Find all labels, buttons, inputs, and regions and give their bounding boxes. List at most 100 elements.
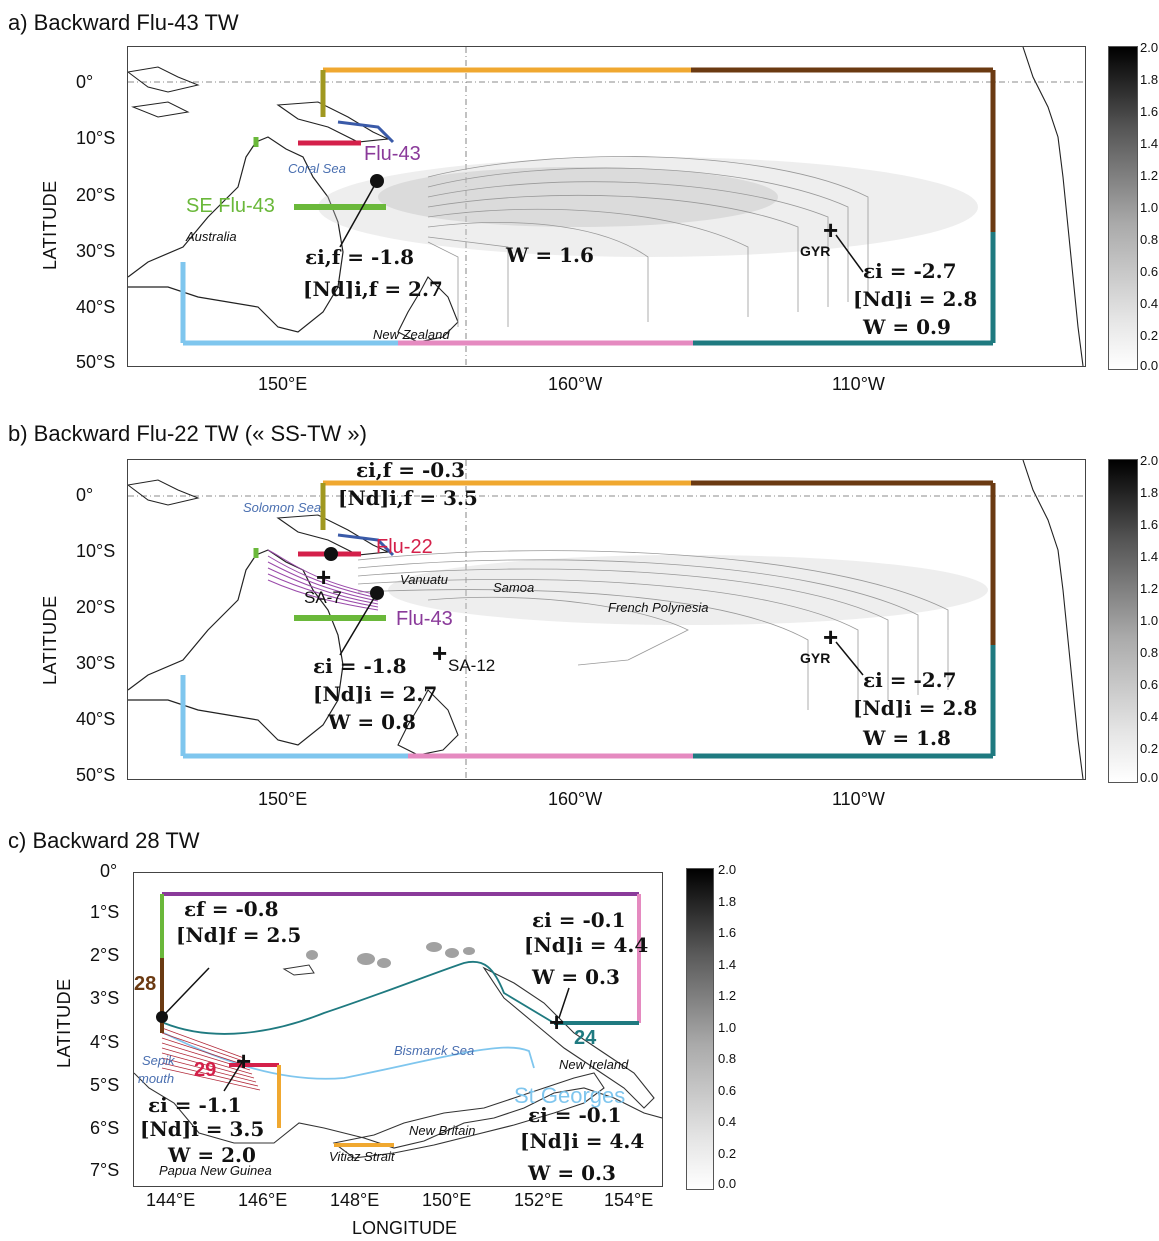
x-tick: 148°E <box>330 1190 380 1210</box>
panel-a-title: a) Backward Flu-43 TW <box>8 10 239 35</box>
colorbar-tick: 0.4 <box>1140 296 1159 311</box>
png-label: Papua New Guinea <box>159 1163 272 1178</box>
australia-label: Australia <box>186 229 237 244</box>
flu43-label: Flu-43 <box>364 143 421 165</box>
sa7-marker: + <box>316 562 332 592</box>
solomon-islands <box>337 533 395 557</box>
y-tick: 50°S <box>76 352 116 372</box>
y-tick: 50°S <box>76 765 116 785</box>
contours <box>427 156 869 327</box>
panel-a-ylabel: LATITUDE <box>40 180 60 270</box>
annotation-w-bl: W = 2.0 <box>168 1143 256 1167</box>
leader-line <box>223 1058 245 1092</box>
annotation-w-initial: W = 0.9 <box>863 315 951 339</box>
samoa-label: Samoa <box>493 580 535 595</box>
y-tick: 10°S <box>76 128 116 148</box>
annotation-eps-initial: εi = -2.7 <box>863 259 957 283</box>
colorbar-tick: 1.6 <box>1140 104 1159 119</box>
colorbar-tick: 0.0 <box>718 1176 737 1191</box>
colorbar-tick: 0.4 <box>1140 709 1159 724</box>
panel-c-title: c) Backward 28 TW <box>8 828 200 853</box>
panel-c-colorbar <box>686 868 714 1190</box>
annotation-nd-initial: [Nd]i = 2.8 <box>853 287 978 311</box>
annotation-eps-top: εi,f = -0.3 <box>356 459 466 482</box>
st-georges-label: St Georges <box>514 1083 626 1108</box>
colorbar-tick: 0.2 <box>718 1146 737 1161</box>
annotation-nd-br: [Nd]i = 4.4 <box>520 1129 645 1153</box>
y-tick: 1°S <box>90 902 120 922</box>
australia-coast <box>128 136 344 333</box>
colorbar-tick: 1.2 <box>718 988 737 1003</box>
red-trajectories <box>161 1027 261 1091</box>
x-tick: 160°W <box>548 789 603 809</box>
colorbar-tick: 0.2 <box>1140 328 1159 343</box>
colorbar-tick: 2.0 <box>718 862 737 877</box>
colorbar-tick: 1.6 <box>1140 517 1159 532</box>
sepik-label: Sepik <box>142 1053 175 1068</box>
gyr-marker: + <box>823 622 839 652</box>
panel-b-map-svg <box>128 460 1085 779</box>
y-tick: 3°S <box>90 988 120 1008</box>
x-tick: 154°E <box>604 1190 654 1210</box>
particle-cloud-core <box>378 167 778 227</box>
solomon-islands <box>337 120 395 144</box>
lightblue-contour <box>163 1032 535 1080</box>
y-tick: 30°S <box>76 241 116 261</box>
colorbar-tick: 0.8 <box>718 1051 737 1066</box>
particle-cloud <box>388 555 988 625</box>
new-guinea-coast <box>276 101 391 143</box>
contours <box>357 550 949 710</box>
vanuatu-label: Vanuatu <box>400 572 448 587</box>
panel-c-xlabel: LONGITUDE <box>352 1218 458 1238</box>
y-tick: 30°S <box>76 653 116 673</box>
annotation-eps-final: εf = -0.8 <box>184 897 279 921</box>
y-tick: 4°S <box>90 1032 120 1052</box>
y-tick: 40°S <box>76 709 116 729</box>
y-tick: 0° <box>100 861 118 881</box>
panel-b-map: Solomon Sea Vanuatu Samoa French Polynes… <box>127 459 1086 780</box>
panel-c-map: εf = -0.8 [Nd]f = 2.5 εi = -0.1 [Nd]i = … <box>133 872 663 1187</box>
annotation-eps-br: εi = -0.1 <box>528 1103 622 1127</box>
colorbar-tick: 0.6 <box>1140 677 1159 692</box>
leader-line <box>558 987 570 1019</box>
annotation-w-left: W = 0.8 <box>328 710 416 734</box>
annotation-w-tr: W = 0.3 <box>532 965 620 989</box>
island <box>282 964 315 976</box>
panel-a-map: Coral Sea Australia New Zealand Flu-43 S… <box>127 46 1086 367</box>
panel-b-ylabel: LATITUDE <box>40 595 60 685</box>
australia-coast <box>128 549 344 746</box>
new-britain-coast <box>332 1072 605 1159</box>
y-tick: 0° <box>76 485 94 505</box>
colorbar-tick: 1.2 <box>1140 168 1159 183</box>
colorbar-tick: 0.8 <box>1140 232 1159 247</box>
sa12-label: SA-12 <box>448 656 496 675</box>
leader-line <box>339 592 378 656</box>
annotation-eps-bl: εi = -1.1 <box>148 1093 242 1117</box>
colorbar-tick: 0.0 <box>1140 358 1159 373</box>
annotation-w-right: W = 1.8 <box>863 726 951 750</box>
gyr-label: GYR <box>800 243 831 259</box>
y-tick: 0° <box>76 72 94 92</box>
new-zealand-label: New Zealand <box>373 327 450 342</box>
annotation-w-mid: W = 1.6 <box>506 243 594 267</box>
new-ireland-coast <box>482 966 655 1109</box>
annotation-eps-right: εi = -2.7 <box>863 668 957 692</box>
leader-line <box>339 180 378 248</box>
annotation-nd-left: [Nd]i = 2.7 <box>313 682 438 706</box>
particle-blobs <box>306 942 475 968</box>
panel-a-colorbar <box>1108 46 1138 370</box>
leader-line <box>161 967 210 1018</box>
new-britain-label: New Britain <box>409 1123 476 1138</box>
colorbar-tick: 1.4 <box>718 957 737 972</box>
colorbar-tick: 1.8 <box>1140 485 1159 500</box>
gyr-marker: + <box>823 215 839 245</box>
y-tick: 20°S <box>76 597 116 617</box>
flu22-label: Flu-22 <box>376 536 433 558</box>
colorbar-tick: 1.0 <box>718 1020 737 1035</box>
x-tick: 144°E <box>146 1190 196 1210</box>
solomon-sea-label: Solomon Sea <box>243 500 322 515</box>
panel-a-map-svg <box>128 47 1085 366</box>
x-tick: 152°E <box>514 1190 564 1210</box>
colorbar-tick: 1.8 <box>718 894 737 909</box>
x-tick: 150°E <box>258 789 308 809</box>
